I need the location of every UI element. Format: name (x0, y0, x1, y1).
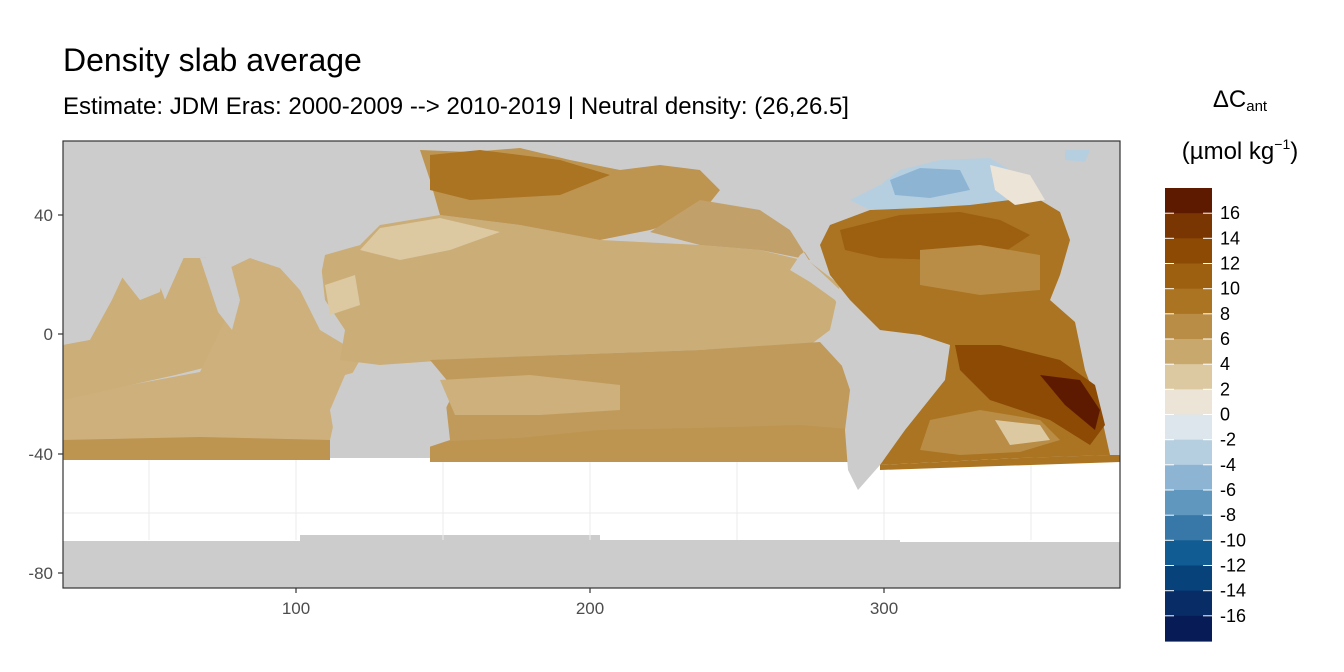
legend-break-label: -4 (1220, 455, 1236, 475)
chart-title: Density slab average (63, 42, 362, 78)
south-atlantic-max (1040, 375, 1100, 430)
x-tick-label: 300 (870, 599, 898, 618)
legend-swatch (1165, 490, 1212, 516)
antarctica (63, 535, 1120, 588)
australia-land (330, 365, 450, 450)
west-africa-land (1080, 320, 1120, 452)
legend-break-label: 4 (1220, 354, 1230, 374)
legend-break-label: -12 (1220, 556, 1246, 576)
legend-break-label: 2 (1220, 379, 1230, 399)
legend-title: ΔCant (1212, 86, 1268, 115)
legend-swatch (1165, 464, 1212, 491)
legend-break-label: -10 (1220, 530, 1246, 550)
south-pacific-band (430, 425, 865, 462)
y-tick-label: 0 (44, 325, 53, 344)
legend-swatch (1165, 515, 1212, 541)
legend-break-label: 6 (1220, 329, 1230, 349)
legend-swatch (1165, 414, 1212, 441)
atlantic-southern-band (880, 455, 1120, 470)
south-atlantic-strong (955, 345, 1105, 445)
legend-swatch (1165, 565, 1212, 592)
x-tick-label: 100 (282, 599, 310, 618)
panel-frame (62, 140, 1121, 589)
legend-break-label: 8 (1220, 304, 1230, 324)
legend-colorbar (1165, 188, 1212, 642)
y-tick-label: -40 (28, 445, 53, 464)
legend-break-label: 16 (1220, 203, 1240, 223)
legend-swatch (1165, 540, 1212, 567)
legend-swatch (1165, 263, 1212, 290)
north-pacific-core (430, 150, 610, 200)
eurasia-land (63, 141, 420, 290)
legend-break-label: 0 (1220, 405, 1230, 425)
x-tick-label: 200 (576, 599, 604, 618)
legend-swatch (1165, 213, 1212, 239)
subpolar-east-pale (990, 165, 1045, 205)
central-atlantic-light (920, 245, 1040, 295)
africa-land (63, 141, 112, 345)
south-pacific-light (440, 375, 620, 415)
legend-swatch (1165, 339, 1212, 365)
axis-ticks (58, 214, 885, 593)
no-data-band (63, 458, 1120, 542)
legend-swatch (1165, 288, 1212, 315)
legend-swatch (1165, 238, 1212, 265)
y-tick-label: -80 (28, 564, 53, 583)
western-pacific-light (360, 218, 500, 260)
legend-break-label: -8 (1220, 505, 1236, 525)
americas-land (700, 141, 950, 490)
indonesian-light (325, 275, 360, 315)
map-panel (63, 141, 1120, 588)
nordic-seas-patch (1065, 150, 1090, 162)
legend-labels: 16 14 12 10 8 6 4 2 0 -2 -4 -6 -8 -10 -12 -14 -16 (1220, 203, 1246, 626)
legend-swatch (1165, 590, 1212, 617)
south-atlantic-light (920, 410, 1060, 455)
chart-subtitle: Estimate: JDM Eras: 2000-2009 --> 2010-2… (63, 93, 849, 120)
indian-ocean-fill (63, 255, 225, 440)
grid-lines (63, 458, 1120, 540)
legend-swatch (1165, 389, 1212, 416)
legend-swatch (1165, 439, 1212, 466)
indian-ocean-central (63, 258, 360, 440)
arabia-land (118, 258, 165, 300)
legend-break-label: -6 (1220, 480, 1236, 500)
legend-break-label: 10 (1220, 279, 1240, 299)
legend-break-label: -16 (1220, 606, 1246, 626)
india-land (200, 254, 240, 330)
south-atlantic-pale (995, 420, 1050, 445)
subpolar-atlantic-core (890, 168, 970, 198)
y-tick-label: 40 (34, 206, 53, 225)
legend-break-label: -2 (1220, 430, 1236, 450)
tropical-pacific-region (320, 215, 840, 365)
legend-break-label: -14 (1220, 581, 1246, 601)
legend-swatch (1165, 364, 1212, 390)
legend-break-label: 12 (1220, 254, 1240, 274)
legend-unit: (µmol kg−1) (1181, 136, 1299, 165)
indian-southern-band (63, 437, 330, 460)
ne-pacific (650, 200, 810, 260)
legend-break-label: 14 (1220, 228, 1240, 248)
legend-swatch (1165, 615, 1212, 642)
legend-swatch (1165, 188, 1212, 214)
legend-swatch (1165, 313, 1212, 340)
